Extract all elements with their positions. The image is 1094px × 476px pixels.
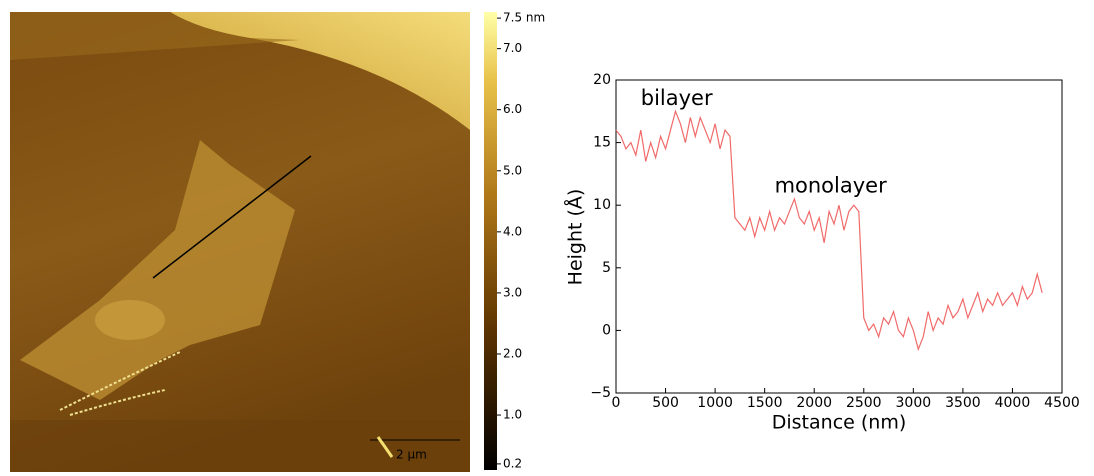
x-tick-label: 4000 <box>995 395 1031 411</box>
colorbar <box>484 12 497 470</box>
afm-bump <box>95 300 165 340</box>
x-axis-label: Distance (nm) <box>772 412 907 434</box>
x-tick-label: 3500 <box>945 395 981 411</box>
colorbar-tick-label: 4.0 <box>503 224 522 238</box>
x-tick-label: 3000 <box>896 395 932 411</box>
y-tick-label: 15 <box>593 135 611 151</box>
y-tick-label: 5 <box>602 260 611 276</box>
colorbar-tick-label: 1.0 <box>503 408 522 422</box>
colorbar-tick-label: 7.0 <box>503 41 522 55</box>
afm-top-region <box>170 12 470 130</box>
afm-streaks <box>59 351 181 416</box>
colorbar-tick-label: 7.5 nm <box>503 11 545 25</box>
colorbar-tick-label: 2.0 <box>503 346 522 360</box>
y-tick-label: 0 <box>602 322 611 338</box>
colorbar-tick-label: 0.2 <box>503 456 522 470</box>
afm-flake <box>20 140 295 400</box>
scale-marker <box>376 436 394 458</box>
x-tick-label: 2000 <box>796 395 832 411</box>
scale-bar-label: 2 µm <box>396 448 427 462</box>
y-axis-label: Height (Å) <box>564 189 587 286</box>
x-tick-label: 500 <box>652 395 679 411</box>
annotation: bilayer <box>641 86 713 110</box>
profile-line <box>615 109 1043 352</box>
colorbar-tick-label: 6.0 <box>503 102 522 116</box>
x-tick-label: 4500 <box>1044 395 1080 411</box>
colorbar-tick-label: 5.0 <box>503 163 522 177</box>
profile-line <box>152 155 312 279</box>
x-tick-label: 1000 <box>697 395 733 411</box>
x-tick-label: 1500 <box>747 395 783 411</box>
y-tick-label: 20 <box>593 72 611 88</box>
afm-bottom <box>10 420 470 472</box>
annotation: monolayer <box>775 173 888 197</box>
y-tick-label: −5 <box>590 385 611 401</box>
afm-shade <box>10 12 300 60</box>
x-tick-label: 0 <box>612 395 621 411</box>
y-tick-label: 10 <box>593 197 611 213</box>
plot-frame <box>615 79 1063 394</box>
afm-image: 2 µm <box>10 12 470 472</box>
x-tick-label: 2500 <box>846 395 882 411</box>
colorbar-tick-label: 3.0 <box>503 285 522 299</box>
